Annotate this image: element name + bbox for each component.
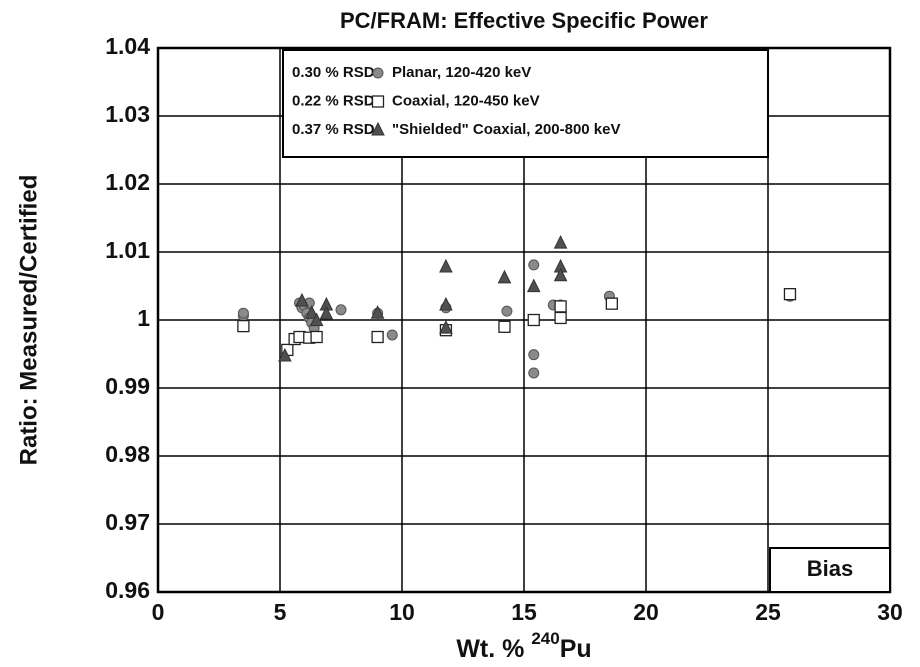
y-tick-label: 1.01 (105, 237, 150, 263)
point (386, 329, 398, 341)
point (497, 269, 512, 284)
point (498, 320, 511, 333)
point (371, 330, 384, 344)
point (304, 305, 319, 319)
legend-label: "Shielded" Coaxial, 200-800 keV (392, 121, 621, 138)
x-label-superscript: 240 (531, 629, 559, 648)
legend-label: Planar, 120-420 keV (392, 64, 531, 81)
point (605, 297, 618, 310)
annotation-box (769, 547, 891, 593)
point (309, 312, 324, 327)
annotation: Bias (807, 556, 853, 581)
x-label-suffix: Pu (560, 635, 592, 663)
point (335, 304, 347, 316)
y-tick-label: 0.97 (105, 509, 150, 535)
point (295, 292, 309, 307)
point (528, 367, 540, 379)
y-tick-label: 1.02 (105, 169, 150, 195)
plot-frame (156, 46, 892, 594)
point (553, 267, 568, 282)
point (439, 296, 453, 311)
y-tick-label: 0.96 (105, 577, 150, 603)
legend-marker (371, 121, 385, 136)
legend-marker (371, 95, 385, 108)
point (526, 278, 541, 293)
x-tick-label: 25 (755, 599, 781, 625)
y-tick-label: 1.03 (105, 101, 150, 127)
x-tick-label: 0 (152, 599, 165, 625)
point (439, 320, 453, 334)
point (310, 330, 323, 344)
legend-rsd: 0.30 % RSD (292, 64, 375, 81)
point (370, 305, 385, 319)
legend-label: Coaxial, 120-450 keV (392, 92, 540, 109)
point (237, 319, 250, 333)
point (278, 347, 292, 362)
x-axis-label: Wt. % 240Pu (456, 629, 591, 662)
point (553, 235, 568, 249)
x-label-prefix: Wt. % (456, 635, 524, 663)
point (439, 258, 453, 273)
y-axis-label: Ratio: Measured/Certified (15, 175, 42, 466)
legend-rsd: 0.22 % RSD (292, 92, 375, 109)
y-tick-label: 1.04 (105, 33, 150, 59)
legend-rsd: 0.37 % RSD (292, 121, 375, 138)
y-tick-label: 0.98 (105, 441, 150, 467)
x-tick-label: 10 (389, 599, 415, 625)
y-tick-label: 1 (137, 305, 150, 331)
point (528, 349, 540, 361)
point (528, 259, 540, 271)
x-tick-label: 5 (274, 599, 287, 625)
x-tick-label: 15 (511, 599, 537, 625)
y-tick-label: 0.99 (105, 373, 150, 399)
legend-marker (372, 67, 384, 79)
x-tick-label: 30 (877, 599, 903, 625)
point (527, 313, 540, 327)
chart-title: PC/FRAM: Effective Specific Power (340, 8, 708, 33)
point (783, 288, 797, 301)
point (554, 300, 567, 313)
x-tick-label: 20 (633, 599, 659, 625)
legend-box (282, 49, 769, 158)
point (319, 305, 334, 320)
point (237, 307, 249, 319)
point (554, 311, 567, 325)
point (501, 305, 513, 317)
